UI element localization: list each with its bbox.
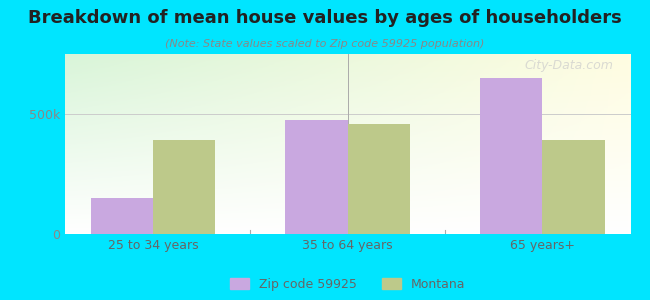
Text: City-Data.com: City-Data.com — [525, 59, 614, 72]
Legend: Zip code 59925, Montana: Zip code 59925, Montana — [226, 273, 470, 296]
Bar — [285, 120, 348, 234]
Text: (Note: State values scaled to Zip code 59925 population): (Note: State values scaled to Zip code 5… — [165, 39, 485, 49]
Bar — [348, 124, 410, 234]
Text: Breakdown of mean house values by ages of householders: Breakdown of mean house values by ages o… — [28, 9, 622, 27]
Bar — [91, 198, 153, 234]
Bar — [543, 140, 604, 234]
Bar — [153, 140, 215, 234]
Bar — [480, 78, 543, 234]
